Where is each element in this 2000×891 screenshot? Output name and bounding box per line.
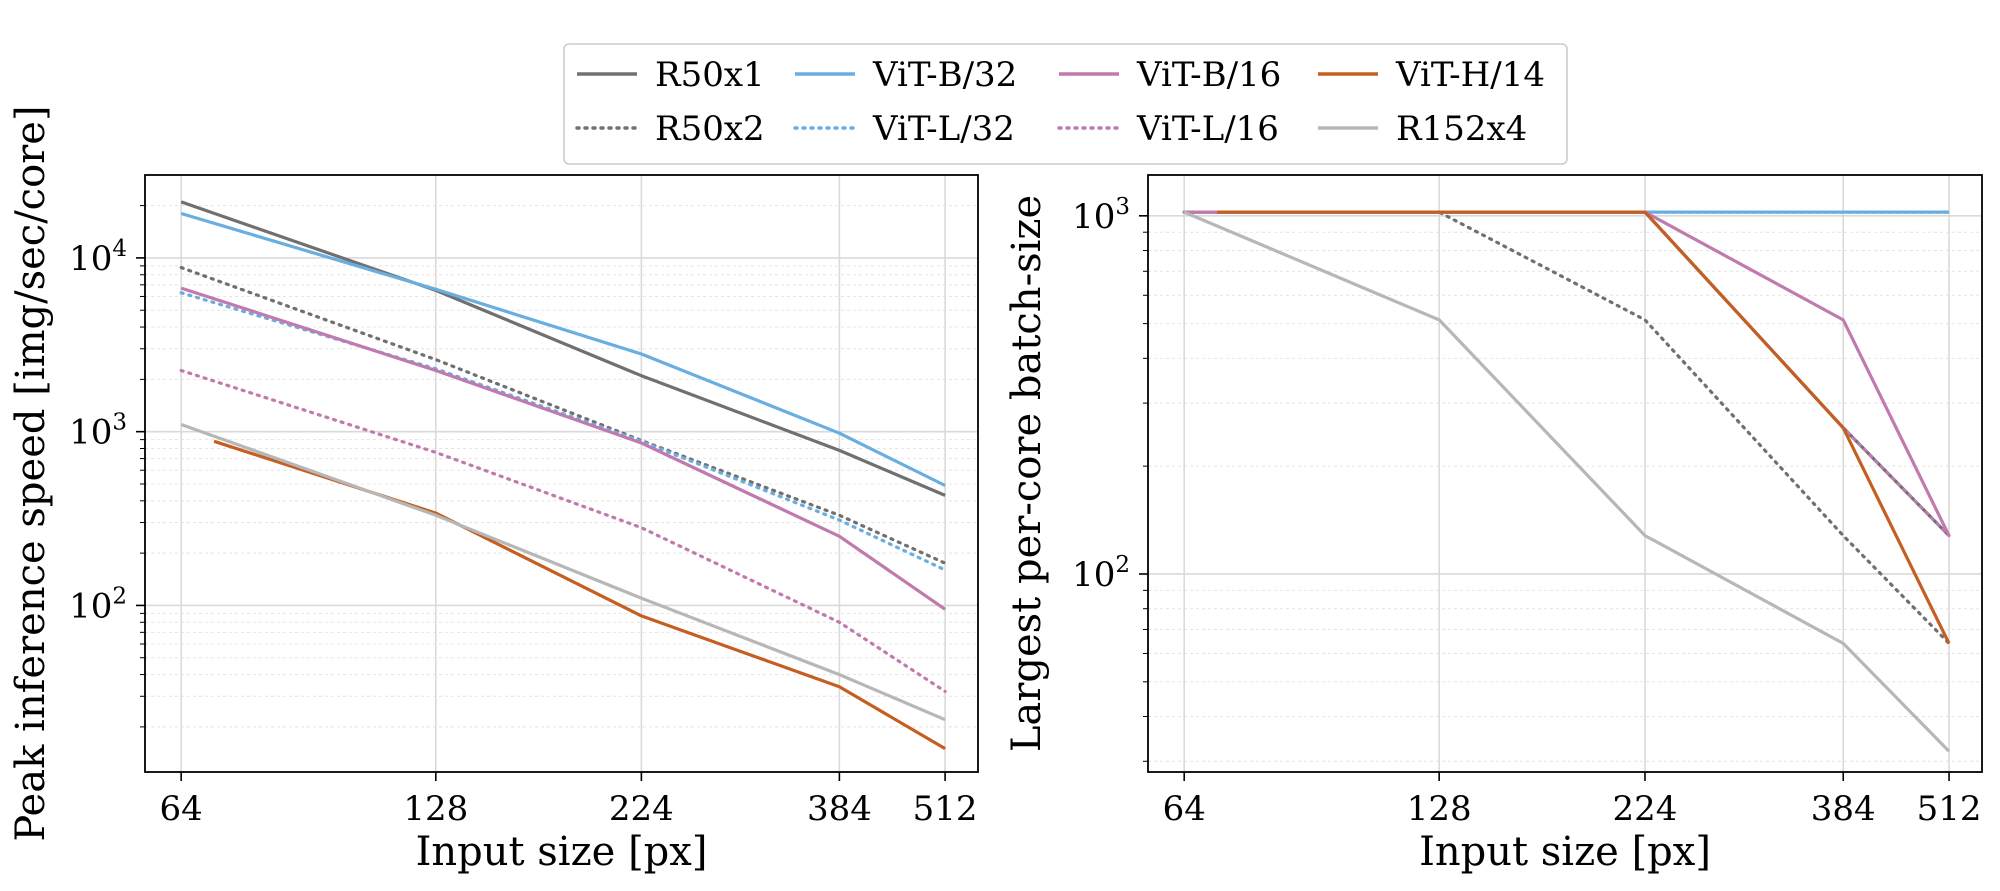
- x-tick-label: 224: [609, 789, 674, 829]
- axes-frame: [144, 174, 979, 773]
- legend-label: R50x1: [655, 55, 765, 95]
- x-tick-label: 512: [1917, 789, 1982, 829]
- legend-item-r152x4: R152x4: [1318, 109, 1527, 149]
- legend-label: R152x4: [1396, 109, 1527, 149]
- x-tick-label: 384: [1811, 789, 1876, 829]
- legend-item-vit-b-16: ViT-B/16: [1059, 55, 1281, 95]
- x-axis-label: Input size [px]: [416, 829, 708, 875]
- series-group: [179, 200, 947, 750]
- y-axis-label: Largest per-core batch-size: [1004, 195, 1050, 752]
- y-tick-label: 104: [69, 236, 127, 279]
- series-line-r152x4: [1183, 210, 1951, 753]
- y-tick-label: 103: [69, 410, 127, 453]
- series-line-r50x2: [1182, 210, 1951, 646]
- legend: R50x1 R50x2 ViT-B/32 ViT-L/32 ViT-B/16 ViT-L/…: [563, 43, 1568, 165]
- y-tick-label: 103: [1072, 194, 1130, 237]
- legend-label: ViT-H/14: [1395, 55, 1545, 95]
- legend-label: ViT-B/16: [1136, 55, 1281, 95]
- legend-item-r50x2: R50x2: [575, 109, 765, 149]
- series-line-vit-b-32: [180, 211, 946, 487]
- series-line-vit-h-14: [213, 439, 946, 750]
- series-group: [1182, 210, 1951, 753]
- y-tick-label: 102: [1072, 552, 1130, 595]
- grid: [1139, 175, 1982, 781]
- x-tick-label: 64: [160, 789, 203, 829]
- legend-item-r50x1: R50x1: [577, 55, 765, 95]
- legend-item-vit-b-32: ViT-B/32: [795, 55, 1017, 95]
- series-line-vit-h-14: [1217, 210, 1951, 645]
- legend-item-vit-l-16: ViT-L/16: [1057, 109, 1279, 149]
- y-tick-label: 102: [69, 583, 127, 626]
- axes-frame: [1147, 174, 1983, 773]
- x-axis-label: Input size [px]: [1419, 829, 1711, 875]
- grid: [136, 175, 978, 781]
- legend-label: ViT-L/16: [1136, 109, 1279, 149]
- series-line-vit-b-16: [180, 286, 947, 611]
- series-line-r50x1: [180, 200, 946, 497]
- x-tick-label: 224: [1613, 789, 1678, 829]
- legend-label: ViT-L/32: [872, 109, 1015, 149]
- x-tick-label: 512: [913, 789, 978, 829]
- x-tick-label: 64: [1163, 789, 1206, 829]
- panel-batch-size: 102 103 64 128 224 384 512 Input size [px] Large…: [1004, 174, 1983, 875]
- legend-label: ViT-B/32: [872, 55, 1017, 95]
- panel-inference-speed: 102 103 104 64 128 224 384 512 Input size [px] Pe…: [8, 105, 979, 875]
- y-axis-label: Peak inference speed [img/sec/core]: [8, 105, 54, 841]
- legend-label: R50x2: [655, 109, 765, 149]
- x-tick-label: 128: [1407, 789, 1472, 829]
- legend-item-vit-h-14: ViT-H/14: [1318, 55, 1545, 95]
- legend-item-vit-l-32: ViT-L/32: [793, 109, 1015, 149]
- x-tick-label: 128: [403, 789, 468, 829]
- x-tick-label: 384: [807, 789, 872, 829]
- series-line-vit-l-16: [179, 368, 947, 694]
- series-line-r152x4: [180, 422, 946, 722]
